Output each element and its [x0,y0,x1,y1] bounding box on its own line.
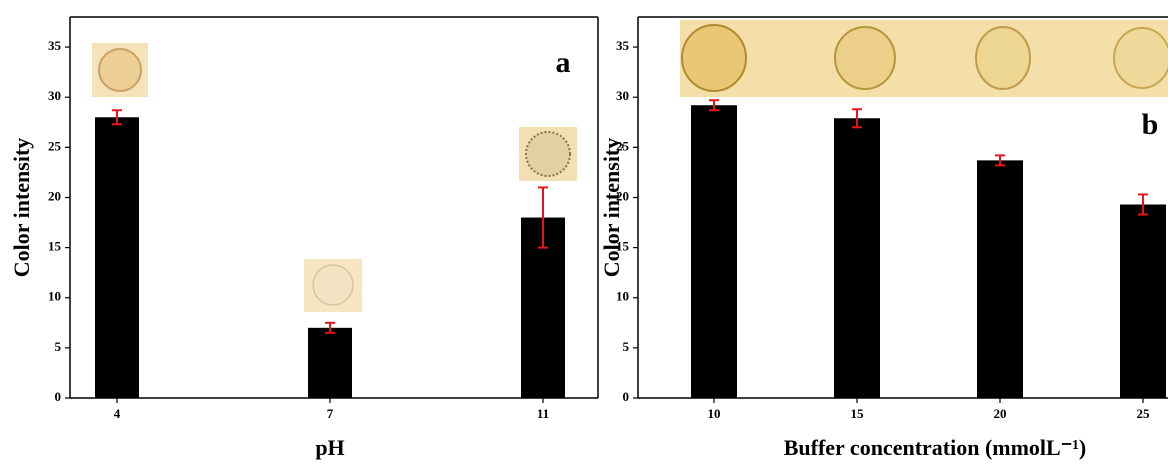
x-tick-label: 7 [327,406,334,421]
x-axis-label: pH [315,435,344,460]
y-tick-label: 30 [616,88,629,103]
y-tick-label: 15 [48,239,62,254]
y-tick-label: 0 [55,389,62,404]
y-tick-label: 35 [48,38,62,53]
bar [834,118,880,398]
y-tick-label: 25 [48,138,62,153]
panel-label: a [556,46,571,79]
y-tick-label: 0 [623,389,630,404]
bar [1120,204,1166,398]
y-tick-label: 10 [616,289,629,304]
y-tick-label: 30 [48,88,61,103]
y-tick-label: 5 [55,339,62,354]
x-tick-label: 11 [537,406,549,421]
y-axis-label: Color intensity [9,138,34,278]
y-tick-label: 10 [48,289,61,304]
x-tick-label: 15 [851,406,865,421]
x-tick-label: 10 [708,406,721,421]
y-tick-label: 20 [48,188,61,203]
spot [976,27,1030,89]
bar [691,105,737,398]
bar [95,117,139,398]
panel-label: b [1142,108,1159,141]
spot [313,265,353,305]
figure: 0 5 10 15 20 25 30 35 4 7 11 pH Color intensity a 0 5 10… [0,0,1168,464]
spot-image [680,20,1168,97]
y-tick-label: 35 [616,38,630,53]
x-axis-label: Buffer concentration (mmolL⁻¹) [784,435,1087,460]
bar [308,328,352,398]
x-tick-label: 20 [994,406,1007,421]
bar [977,160,1023,398]
spot [682,25,746,91]
spot [99,49,141,91]
x-tick-label: 25 [1137,406,1151,421]
spot [526,132,570,176]
y-axis-label: Color intensity [599,138,624,278]
spot [835,27,895,89]
x-tick-label: 4 [114,406,121,421]
y-tick-label: 5 [623,339,630,354]
spot [1114,28,1168,88]
